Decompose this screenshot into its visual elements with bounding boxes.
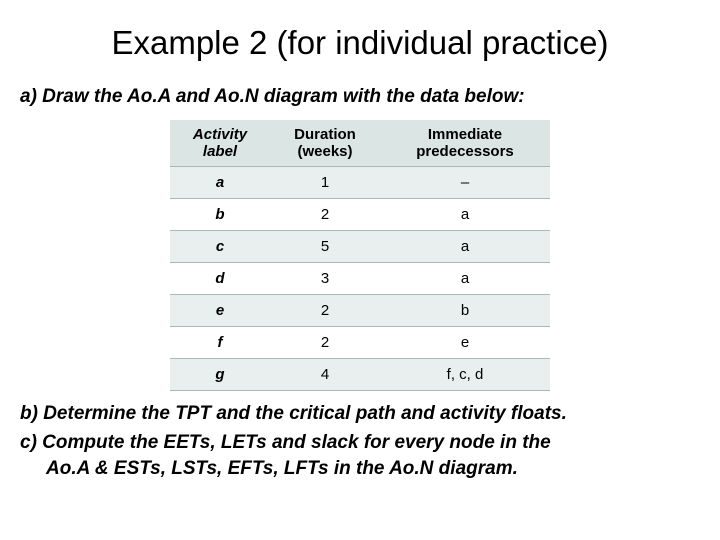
cell-pred: f, c, d xyxy=(380,358,550,390)
cell-duration: 3 xyxy=(270,262,380,294)
cell-activity: b xyxy=(170,198,270,230)
cell-activity: c xyxy=(170,230,270,262)
cell-pred: a xyxy=(380,230,550,262)
cell-activity: d xyxy=(170,262,270,294)
cell-activity: a xyxy=(170,166,270,198)
cell-pred: e xyxy=(380,326,550,358)
cell-duration: 2 xyxy=(270,294,380,326)
cell-pred: a xyxy=(380,262,550,294)
col-header-activity: Activitylabel xyxy=(170,120,270,167)
table-row: a 1 – xyxy=(170,166,550,198)
table-header-row: Activitylabel Duration(weeks) Immediatep… xyxy=(170,120,550,167)
table-row: d 3 a xyxy=(170,262,550,294)
page-title: Example 2 (for individual practice) xyxy=(20,24,700,62)
col-header-predecessors: Immediatepredecessors xyxy=(380,120,550,167)
part-c-text: c) Compute the EETs, LETs and slack for … xyxy=(20,430,700,481)
cell-pred: – xyxy=(380,166,550,198)
cell-duration: 1 xyxy=(270,166,380,198)
table-row: c 5 a xyxy=(170,230,550,262)
cell-activity: e xyxy=(170,294,270,326)
activity-table-wrap: Activitylabel Duration(weeks) Immediatep… xyxy=(20,120,700,391)
table-row: b 2 a xyxy=(170,198,550,230)
cell-duration: 2 xyxy=(270,326,380,358)
cell-duration: 4 xyxy=(270,358,380,390)
part-b-text: b) Determine the TPT and the critical pa… xyxy=(20,401,700,427)
cell-duration: 2 xyxy=(270,198,380,230)
cell-activity: g xyxy=(170,358,270,390)
cell-activity: f xyxy=(170,326,270,358)
table-row: f 2 e xyxy=(170,326,550,358)
cell-pred: b xyxy=(380,294,550,326)
col-header-duration: Duration(weeks) xyxy=(270,120,380,167)
activity-table: Activitylabel Duration(weeks) Immediatep… xyxy=(170,120,550,391)
part-a-text: a) Draw the Ao.A and Ao.N diagram with t… xyxy=(20,84,700,110)
table-row: e 2 b xyxy=(170,294,550,326)
cell-duration: 5 xyxy=(270,230,380,262)
cell-pred: a xyxy=(380,198,550,230)
table-row: g 4 f, c, d xyxy=(170,358,550,390)
